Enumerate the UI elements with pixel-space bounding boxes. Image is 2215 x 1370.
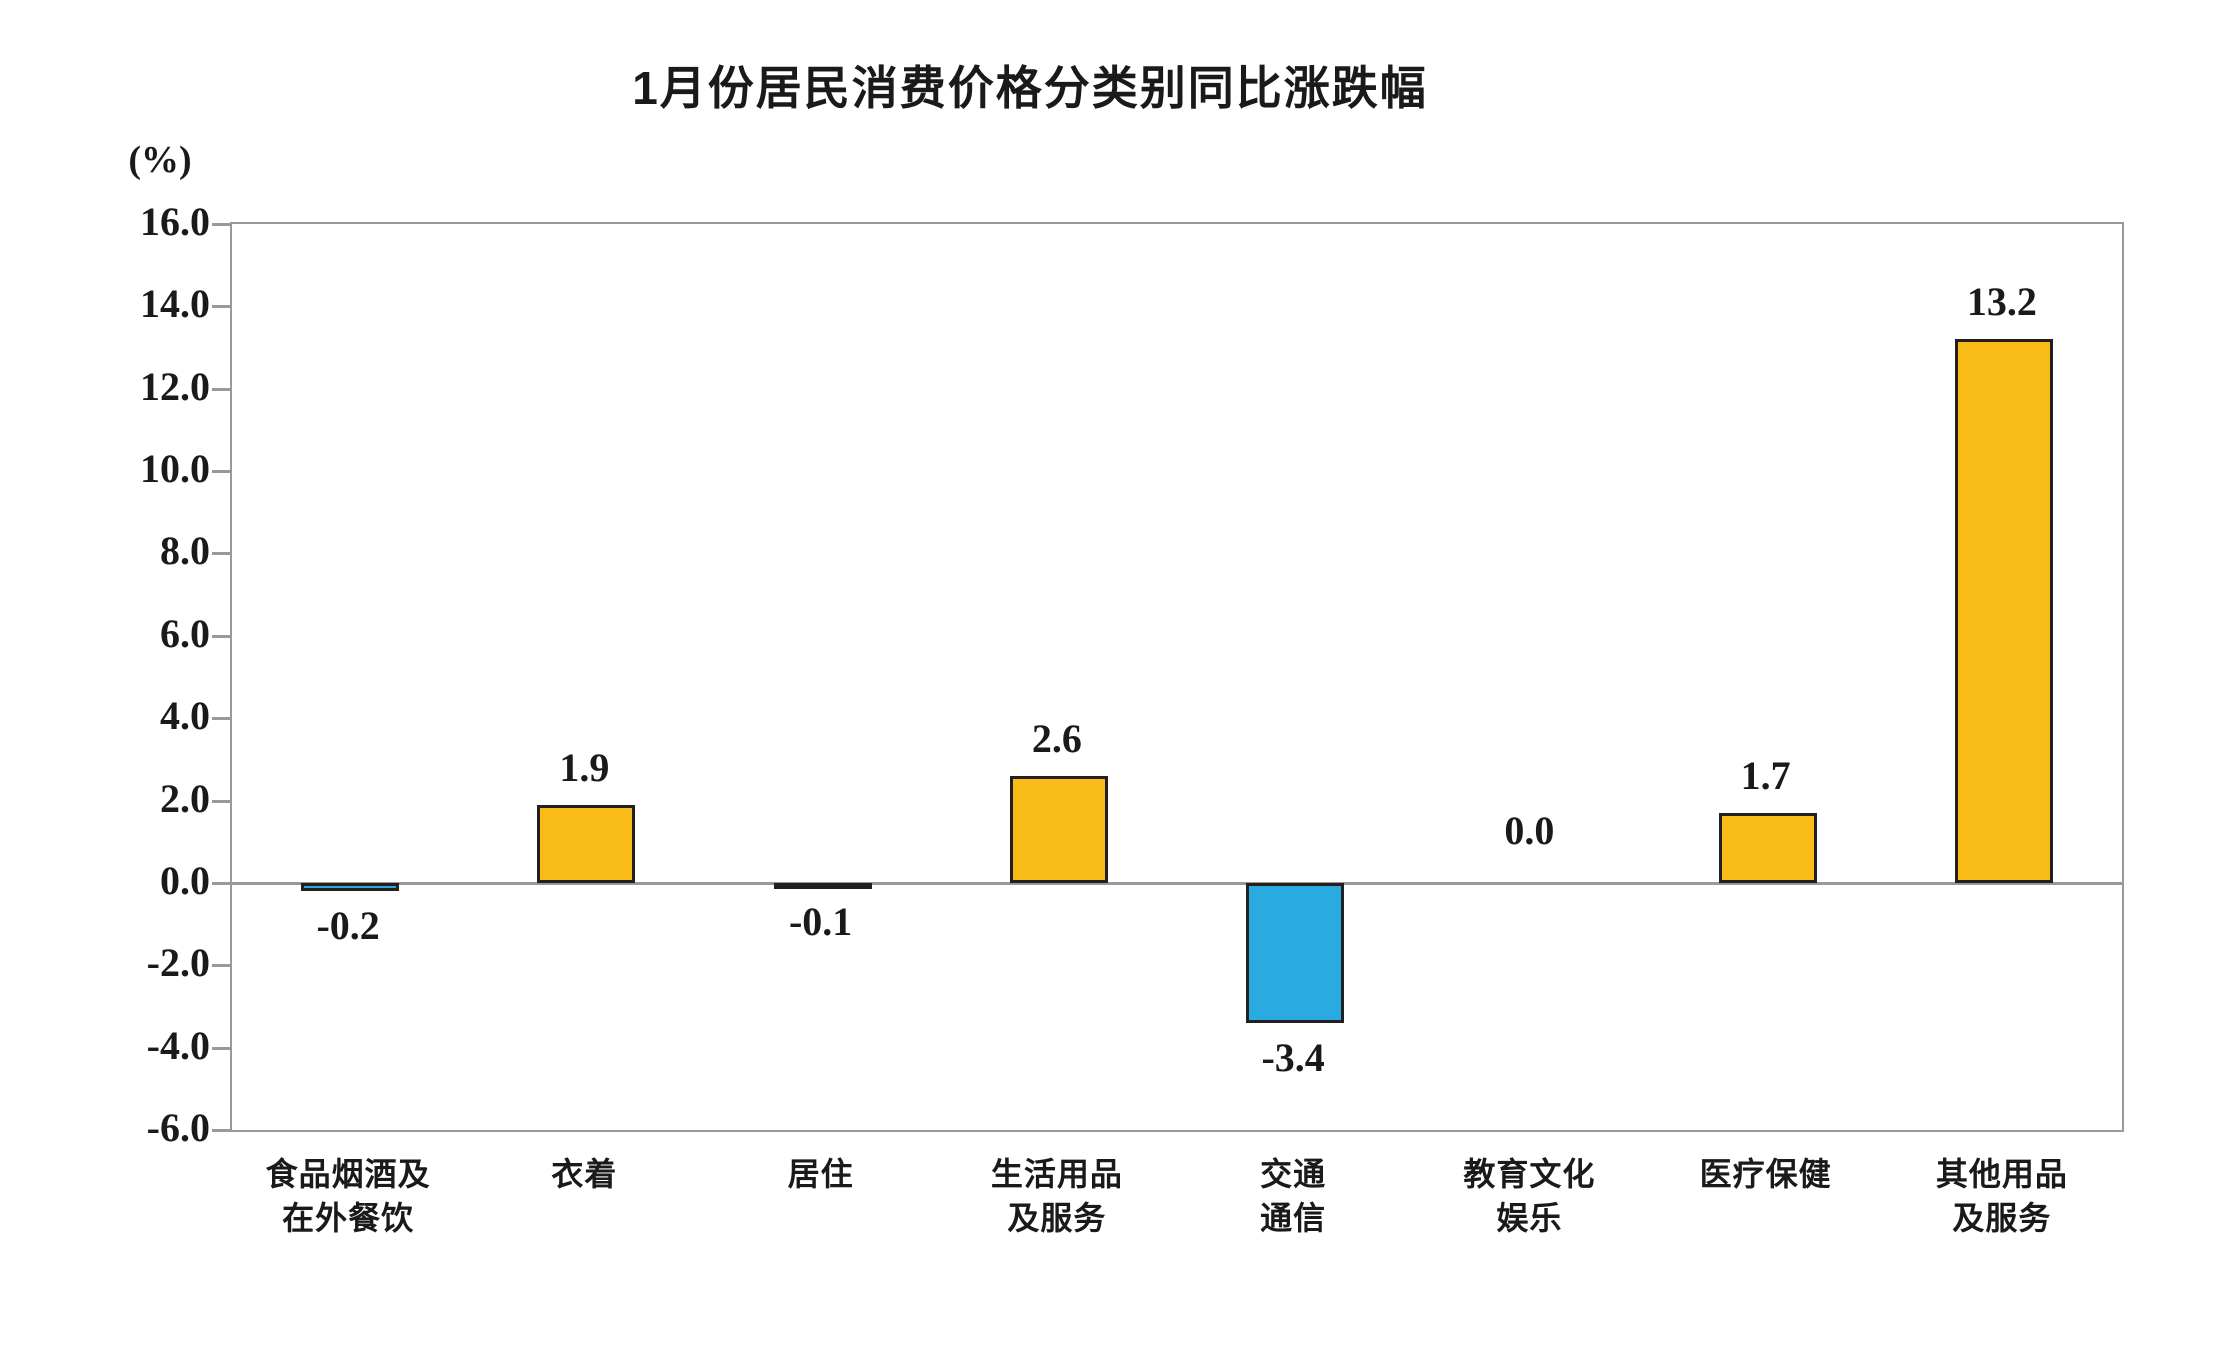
bar-衣着 xyxy=(537,804,636,883)
y-axis-tick-labels: 16.0 14.0 12.0 10.0 8.0 6.0 4.0 2.0 0.0 -2.0 -4.0 -… xyxy=(20,0,210,1370)
y-tick-label: 16.0 xyxy=(140,199,210,244)
y-tick-mark xyxy=(212,470,230,474)
value-label: -3.4 xyxy=(1261,1034,1325,1080)
bar-交通通信 xyxy=(1246,882,1345,1023)
value-label: 2.6 xyxy=(1031,715,1082,761)
x-category-label: 衣着 xyxy=(551,1156,618,1192)
y-tick-mark xyxy=(212,387,230,391)
y-tick-label: -2.0 xyxy=(146,940,210,986)
y-tick-label: 6.0 xyxy=(160,610,210,656)
y-tick-mark xyxy=(212,223,230,226)
y-tick-mark xyxy=(212,305,230,309)
y-tick-label: -6.0 xyxy=(146,1105,210,1150)
x-category-label: 生活用品 及服务 xyxy=(990,1156,1123,1236)
chart-title: 1月份居民消费价格分类别同比涨跌幅 xyxy=(632,62,1428,114)
y-tick-mark xyxy=(212,717,230,721)
y-tick-label: 12.0 xyxy=(140,363,210,409)
y-axis-unit-label: (%) xyxy=(128,139,192,181)
y-tick-label: 4.0 xyxy=(160,693,210,739)
x-category-label: 居住 xyxy=(787,1156,854,1192)
y-tick-label: -4.0 xyxy=(146,1022,210,1068)
y-tick-label: 10.0 xyxy=(140,446,210,492)
value-label: 0.0 xyxy=(1504,807,1555,853)
value-label: -0.2 xyxy=(316,903,380,949)
plot-area xyxy=(212,222,2124,1132)
x-category-label: 医疗保健 xyxy=(1699,1156,1832,1192)
y-tick-mark xyxy=(212,881,230,885)
y-tick-mark xyxy=(212,1046,230,1050)
y-tick-label: 2.0 xyxy=(160,775,210,821)
value-label: 1.9 xyxy=(559,744,610,790)
y-tick-label: 8.0 xyxy=(160,528,210,574)
bar-医疗保健 xyxy=(1718,812,1817,883)
bar-食品烟酒及在外餐饮 xyxy=(301,882,400,892)
value-label: -0.1 xyxy=(788,899,853,945)
y-tick-mark xyxy=(212,634,230,638)
bar-居住 xyxy=(773,882,872,889)
value-label: 13.2 xyxy=(1966,279,2037,325)
value-label: 1.7 xyxy=(1740,752,1791,798)
x-category-label: 教育文化 娱乐 xyxy=(1463,1156,1596,1236)
y-tick-mark xyxy=(212,1129,230,1132)
y-tick-mark xyxy=(212,964,230,968)
x-category-label: 交通 通信 xyxy=(1260,1156,1327,1236)
y-tick-label: 0.0 xyxy=(160,857,210,903)
y-tick-label: 14.0 xyxy=(140,281,210,327)
zero-baseline xyxy=(232,881,2122,885)
bar-其他用品及服务 xyxy=(1954,339,2053,883)
x-category-label: 食品烟酒及 在外餐饮 xyxy=(265,1156,431,1236)
y-tick-mark xyxy=(212,799,230,803)
y-tick-mark xyxy=(212,552,230,556)
bar-生活用品及服务 xyxy=(1009,775,1108,883)
x-category-label: 其他用品 及服务 xyxy=(1935,1156,2068,1236)
